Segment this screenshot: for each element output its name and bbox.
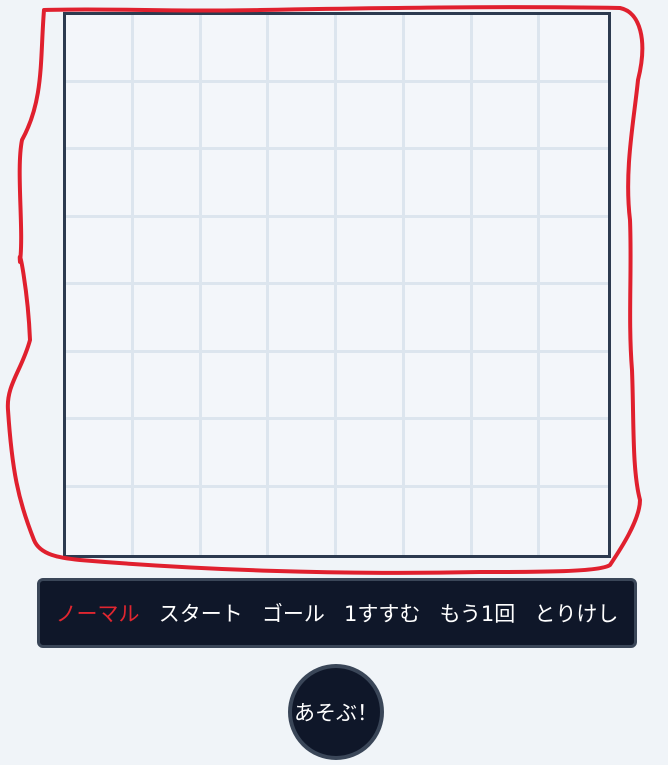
grid-cell[interactable] — [269, 217, 337, 285]
grid-cell[interactable] — [133, 487, 202, 555]
grid-cell[interactable] — [540, 82, 608, 150]
mode-undo[interactable]: とりけし — [534, 602, 619, 626]
grid-cell[interactable] — [540, 217, 608, 285]
mode-toolbar: ノーマル スタート ゴール 1すすむ もう1回 とりけし — [37, 578, 637, 648]
grid-cell[interactable] — [472, 420, 541, 488]
grid-cell[interactable] — [66, 15, 134, 83]
grid-board[interactable] — [63, 12, 611, 558]
grid-cell[interactable] — [201, 487, 270, 555]
grid-cell[interactable] — [66, 285, 134, 353]
grid-cell[interactable] — [472, 352, 541, 420]
grid-cell[interactable] — [201, 82, 270, 150]
grid-cell[interactable] — [337, 420, 405, 488]
grid-cell[interactable] — [472, 82, 541, 150]
grid-cell[interactable] — [540, 150, 608, 218]
grid-cell[interactable] — [201, 352, 270, 420]
mode-start[interactable]: スタート — [158, 602, 243, 626]
grid-cell[interactable] — [201, 15, 270, 83]
grid-cell[interactable] — [404, 82, 473, 150]
grid-cell[interactable] — [540, 285, 608, 353]
grid-cell[interactable] — [269, 285, 337, 353]
grid-cell[interactable] — [133, 150, 202, 218]
grid-cell[interactable] — [66, 420, 134, 488]
grid-cell[interactable] — [133, 217, 202, 285]
grid-cell[interactable] — [404, 15, 473, 83]
grid-cell[interactable] — [404, 217, 473, 285]
grid-cell[interactable] — [66, 352, 134, 420]
grid-cell[interactable] — [269, 352, 337, 420]
grid-cell[interactable] — [404, 487, 473, 555]
grid-cell[interactable] — [269, 82, 337, 150]
grid-cell[interactable] — [472, 217, 541, 285]
grid-cell[interactable] — [66, 82, 134, 150]
grid-cell[interactable] — [472, 150, 541, 218]
grid-cell[interactable] — [66, 150, 134, 218]
grid-cell[interactable] — [66, 217, 134, 285]
grid-cell[interactable] — [133, 82, 202, 150]
grid-cell[interactable] — [133, 15, 202, 83]
mode-goal[interactable]: ゴール — [261, 602, 325, 626]
grid-cell[interactable] — [404, 420, 473, 488]
grid-cell[interactable] — [337, 150, 405, 218]
grid-cell[interactable] — [269, 15, 337, 83]
grid-cell[interactable] — [404, 352, 473, 420]
grid-cell[interactable] — [472, 15, 541, 83]
grid-cell[interactable] — [540, 487, 608, 555]
grid-cell[interactable] — [404, 150, 473, 218]
grid-cell[interactable] — [269, 487, 337, 555]
grid-cell[interactable] — [133, 420, 202, 488]
mode-repeat-once[interactable]: もう1回 — [439, 602, 516, 626]
grid-cell[interactable] — [269, 420, 337, 488]
play-button[interactable]: あそぶ！ — [288, 664, 384, 760]
grid-cell[interactable] — [133, 352, 202, 420]
grid-cell[interactable] — [540, 15, 608, 83]
grid-cell[interactable] — [337, 82, 405, 150]
grid-cell[interactable] — [472, 487, 541, 555]
grid-cell[interactable] — [201, 217, 270, 285]
mode-step-forward[interactable]: 1すすむ — [343, 602, 421, 626]
grid-cell[interactable] — [337, 217, 405, 285]
grid-cell[interactable] — [337, 285, 405, 353]
grid-cell[interactable] — [472, 285, 541, 353]
grid-cell[interactable] — [201, 420, 270, 488]
grid-cell[interactable] — [66, 487, 134, 555]
grid-cell[interactable] — [337, 352, 405, 420]
grid-cell[interactable] — [133, 285, 202, 353]
grid-cell[interactable] — [201, 285, 270, 353]
grid-cell[interactable] — [269, 150, 337, 218]
grid-cell[interactable] — [337, 15, 405, 83]
mode-normal[interactable]: ノーマル — [55, 602, 140, 626]
grid-cell[interactable] — [201, 150, 270, 218]
grid-cell[interactable] — [404, 285, 473, 353]
grid-cell[interactable] — [540, 420, 608, 488]
grid-cell[interactable] — [540, 352, 608, 420]
grid-cell[interactable] — [337, 487, 405, 555]
